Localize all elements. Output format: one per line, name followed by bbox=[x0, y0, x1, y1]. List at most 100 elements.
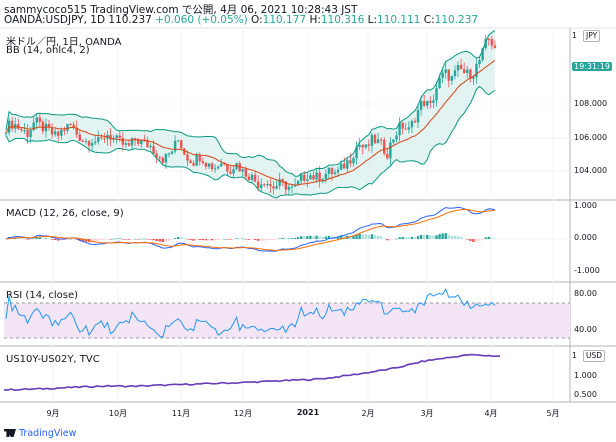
time-axis-label: 9月 bbox=[46, 409, 60, 418]
macd-histogram-bar bbox=[195, 239, 198, 240]
macd-histogram-bar bbox=[278, 238, 281, 240]
macd-histogram-bar bbox=[453, 236, 457, 239]
candle-body bbox=[201, 161, 204, 164]
macd-histogram-bar bbox=[260, 239, 263, 241]
candle-body bbox=[438, 77, 441, 89]
macd-pane-title[interactable]: MACD (12, 26, close, 9) bbox=[6, 208, 124, 219]
candle-body bbox=[352, 158, 355, 164]
price-change: +0.060 (+0.05%) bbox=[155, 14, 248, 26]
macd-histogram-bar bbox=[66, 239, 69, 240]
candle-body bbox=[97, 137, 100, 142]
macd-histogram-bar bbox=[256, 239, 260, 241]
spread-pane-title[interactable]: US10Y-US02Y, TVC bbox=[6, 354, 100, 365]
macd-histogram-bar bbox=[263, 239, 266, 241]
candle-body bbox=[287, 186, 291, 190]
macd-histogram-bar bbox=[300, 236, 303, 239]
close-label: C: bbox=[423, 14, 435, 26]
macd-histogram-bar bbox=[220, 239, 223, 240]
candle-body bbox=[401, 122, 404, 129]
macd-histogram-bar bbox=[432, 235, 435, 239]
macd-histogram-bar bbox=[75, 239, 78, 240]
currency-badge-jpy[interactable]: JPY bbox=[583, 30, 601, 42]
candle-body bbox=[303, 174, 306, 181]
candle-body bbox=[321, 179, 324, 182]
candle-body bbox=[383, 139, 386, 154]
candle-body bbox=[466, 69, 469, 74]
macd-histogram-bar bbox=[60, 239, 63, 241]
candle-body bbox=[164, 154, 168, 163]
macd-histogram-bar bbox=[318, 236, 321, 239]
candle-body bbox=[404, 128, 407, 130]
candle-body bbox=[84, 141, 88, 143]
macd-histogram-bar bbox=[167, 239, 171, 241]
macd-histogram-bar bbox=[330, 236, 334, 239]
macd-histogram-bar bbox=[395, 238, 398, 240]
candle-body bbox=[118, 135, 121, 138]
candle-body bbox=[441, 72, 444, 78]
macd-histogram-bar bbox=[478, 239, 481, 241]
macd-histogram-bar bbox=[287, 238, 291, 239]
macd-histogram-bar bbox=[321, 236, 324, 239]
macd-histogram-bar bbox=[404, 237, 407, 239]
macd-histogram-bar bbox=[315, 235, 318, 239]
candle-body bbox=[444, 69, 447, 73]
candle-body bbox=[358, 144, 361, 147]
candle-body bbox=[229, 171, 232, 174]
macd-histogram-bar bbox=[472, 239, 475, 242]
candle-body bbox=[158, 157, 161, 159]
macd-histogram-bar bbox=[20, 238, 23, 239]
candle-body bbox=[315, 172, 318, 180]
currency-badge-usd[interactable]: USD bbox=[583, 350, 606, 362]
macd-histogram-bar bbox=[364, 234, 367, 239]
macd-histogram-bar bbox=[475, 239, 478, 242]
macd-histogram-bar bbox=[349, 235, 352, 239]
macd-histogram-bar bbox=[386, 239, 389, 241]
macd-histogram-bar bbox=[244, 239, 248, 240]
macd-histogram-bar bbox=[140, 238, 143, 240]
candle-body bbox=[23, 130, 26, 132]
candle-body bbox=[275, 185, 278, 189]
candle-body bbox=[432, 100, 435, 103]
candle-body bbox=[161, 158, 165, 163]
macd-axis-label: 1.000 bbox=[574, 201, 597, 210]
candle-body bbox=[93, 141, 97, 144]
macd-histogram-bar bbox=[429, 235, 432, 239]
candle-body bbox=[423, 101, 426, 106]
macd-histogram-bar bbox=[481, 239, 484, 240]
close-value: 110.237 bbox=[434, 14, 479, 26]
macd-histogram-bar bbox=[250, 239, 254, 240]
candle-body bbox=[238, 163, 241, 172]
macd-histogram-bar bbox=[41, 238, 45, 240]
candle-body bbox=[20, 128, 23, 131]
candle-body bbox=[103, 138, 106, 140]
symbol-label: OANDA:USDJPY, 1D bbox=[4, 14, 106, 26]
candle-body bbox=[309, 175, 312, 180]
candle-body bbox=[72, 124, 75, 128]
macd-histogram-bar bbox=[183, 237, 186, 239]
macd-histogram-bar bbox=[444, 233, 447, 239]
bb-upper-band bbox=[5, 30, 496, 177]
bb-indicator-label[interactable]: BB (14, ohlc4, 2) bbox=[6, 45, 90, 56]
macd-histogram-bar bbox=[72, 238, 75, 240]
macd-histogram-bar bbox=[232, 239, 235, 240]
macd-histogram-bar bbox=[177, 236, 180, 239]
candle-body bbox=[204, 163, 208, 167]
candle-body bbox=[484, 38, 487, 49]
macd-histogram-bar bbox=[275, 239, 278, 240]
macd-histogram-bar bbox=[164, 239, 168, 242]
macd-histogram-bar bbox=[112, 238, 115, 240]
tradingview-logo[interactable]: TradingView bbox=[4, 428, 76, 439]
macd-histogram-bar bbox=[269, 239, 272, 241]
macd-histogram-bar bbox=[235, 238, 238, 239]
candle-body bbox=[186, 154, 189, 161]
candle-body bbox=[429, 101, 432, 103]
candle-body bbox=[272, 186, 275, 189]
candle-body bbox=[355, 146, 358, 159]
candle-body bbox=[207, 163, 211, 167]
macd-histogram-bar bbox=[247, 239, 251, 240]
ohlc-line: OANDA:USDJPY, 1D 110.237 +0.060 (+0.05%)… bbox=[4, 14, 478, 26]
low-label: L: bbox=[367, 14, 378, 26]
rsi-pane-title[interactable]: RSI (14, close) bbox=[6, 290, 79, 301]
candle-body bbox=[90, 143, 94, 146]
